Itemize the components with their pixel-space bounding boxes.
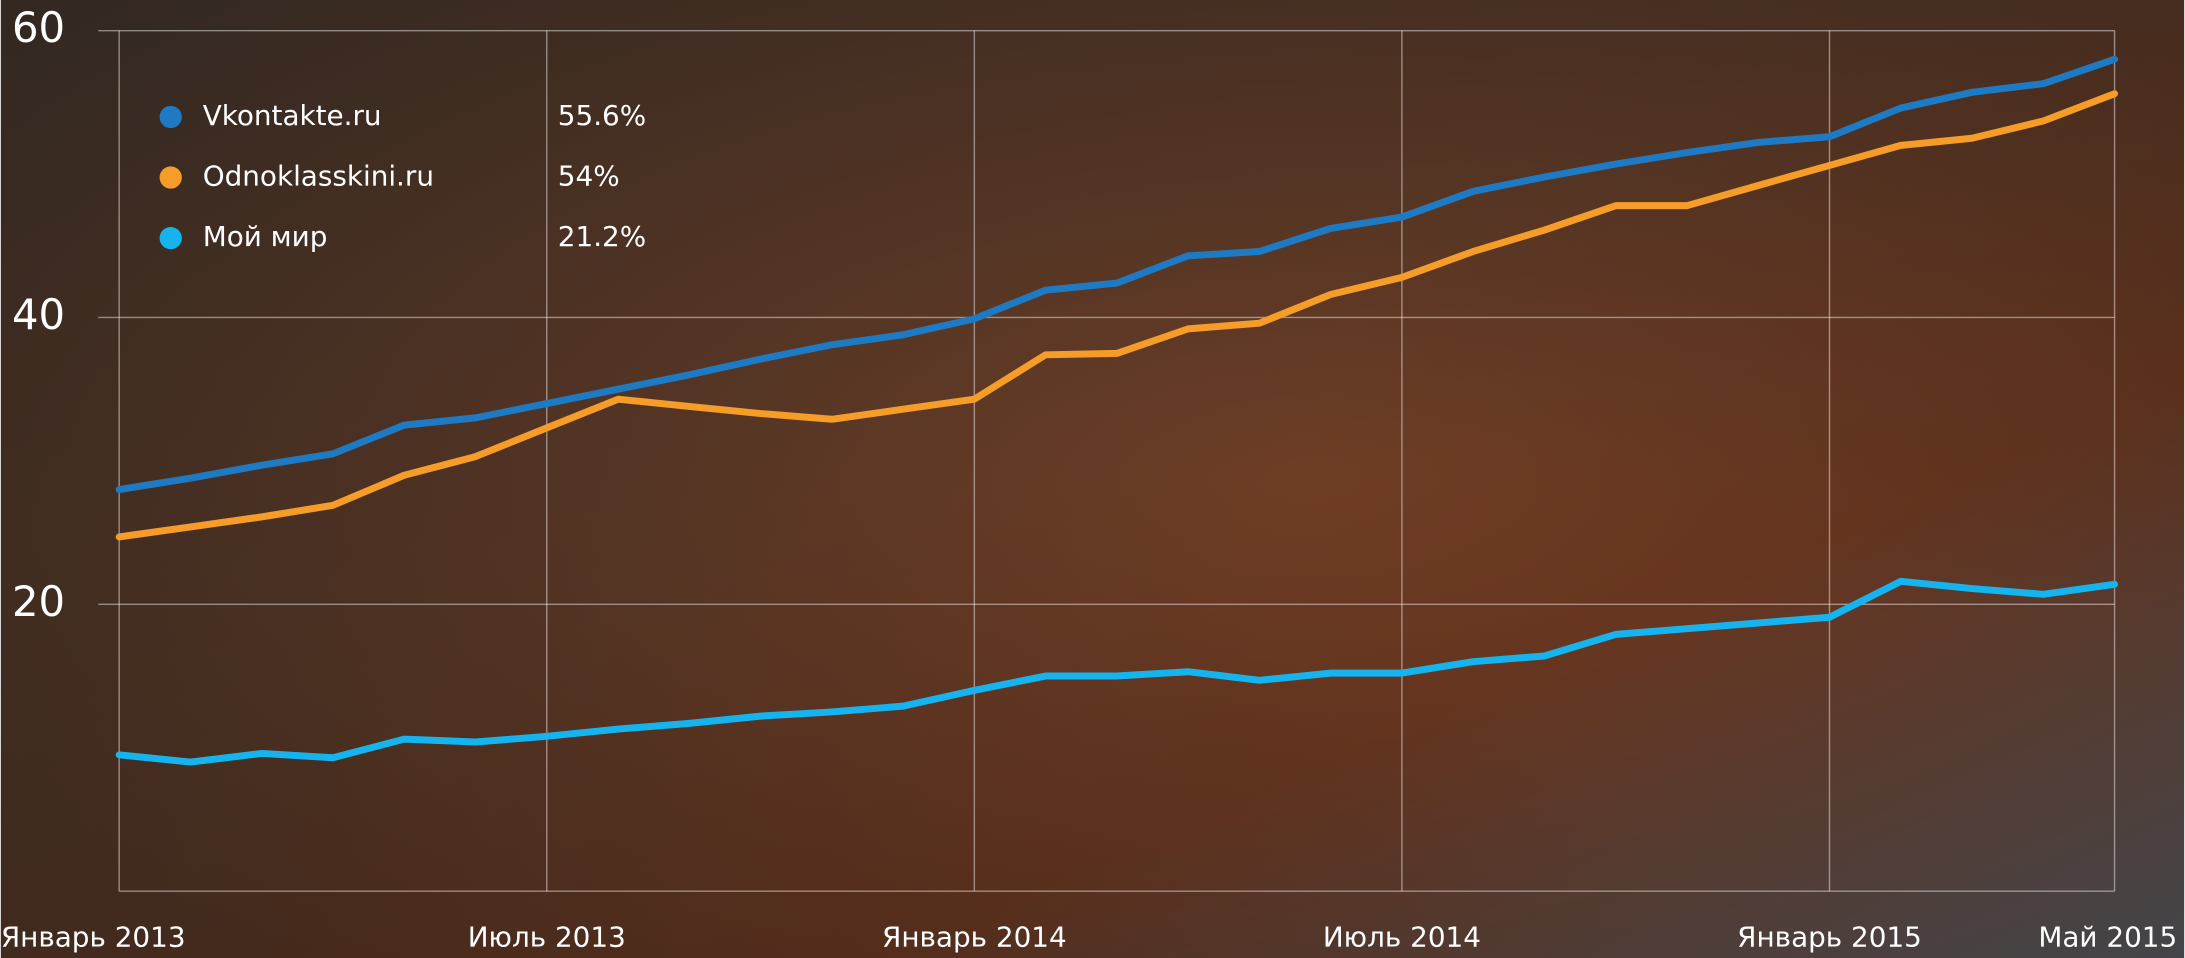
legend-value: 21.2% [558, 220, 646, 253]
y-tick-label: 20 [12, 577, 65, 626]
x-tick-label: Январь 2015 [1737, 921, 1922, 954]
x-tick-label: Январь 2013 [1, 921, 186, 954]
chart: 20 40 60 Январь 2013 Июль 2013 Январь 2014 Июл… [0, 0, 2185, 958]
background-shade [1, 0, 2184, 958]
legend-label: Мой мир [203, 220, 328, 253]
legend-marker [160, 166, 182, 188]
x-tick-label: Июль 2014 [1323, 921, 1481, 954]
legend-label: Vkontakte.ru [203, 99, 382, 132]
y-tick-label: 40 [12, 290, 65, 339]
legend-value: 54% [558, 160, 620, 193]
page: 20 40 60 Январь 2013 Июль 2013 Январь 2014 Июл… [0, 0, 2185, 958]
legend-label: Odnoklasskini.ru [203, 160, 434, 193]
legend-marker [160, 106, 182, 128]
y-tick-label: 60 [12, 3, 65, 52]
x-tick-label: Январь 2014 [882, 921, 1067, 954]
x-tick-label: Май 2015 [2038, 921, 2177, 954]
legend-marker [160, 227, 182, 249]
x-tick-label: Июль 2013 [468, 921, 626, 954]
legend-value: 55.6% [558, 99, 646, 132]
